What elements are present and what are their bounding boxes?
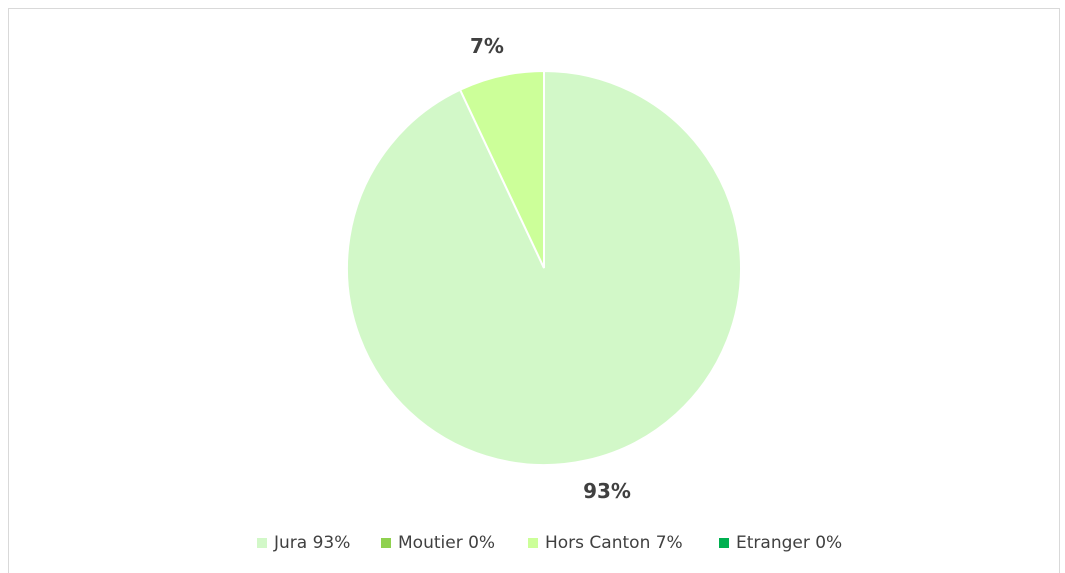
- data-label-0: 93%: [583, 479, 631, 503]
- legend-item-1: Moutier 0%: [381, 533, 495, 553]
- legend-label: Etranger 0%: [736, 533, 843, 553]
- legend-item-3: Etranger 0%: [719, 533, 842, 553]
- legend-swatch: [381, 538, 391, 548]
- legend-swatch: [719, 538, 729, 548]
- data-label-2: 7%: [470, 34, 504, 58]
- pie-data-labels: 93% 7%: [470, 34, 631, 503]
- pie-slices: [346, 69, 742, 466]
- legend-label: Hors Canton 7%: [545, 533, 683, 553]
- legend-swatch: [528, 538, 538, 548]
- pie-slice-2: [458, 69, 545, 269]
- legend-swatch: [257, 538, 267, 548]
- legend-label: Jura 93%: [274, 533, 351, 553]
- legend-label: Moutier 0%: [398, 533, 496, 553]
- legend-item-0: Jura 93%: [257, 533, 350, 553]
- legend-item-2: Hors Canton 7%: [528, 533, 683, 553]
